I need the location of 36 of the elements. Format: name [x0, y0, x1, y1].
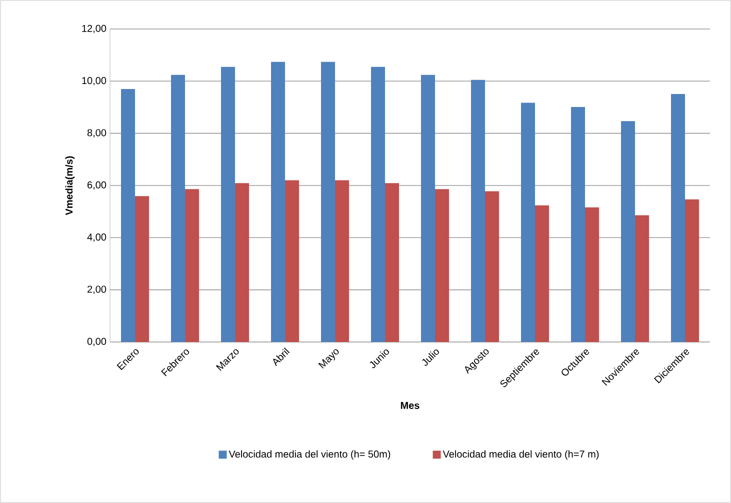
bar [371, 66, 386, 342]
bar [335, 180, 350, 342]
bar [385, 183, 400, 342]
y-tick-label: 2,00 [88, 286, 106, 294]
bar [171, 74, 186, 342]
x-tick-label: Julio [422, 349, 439, 366]
bar [285, 180, 300, 342]
bar [435, 189, 450, 342]
y-tick-label: 12,00 [82, 24, 106, 34]
bar [221, 66, 236, 342]
legend-label: Velocidad media del viento (h=7 m) [442, 450, 599, 460]
bar [471, 80, 486, 342]
bar [635, 215, 649, 342]
y-axis-title: Vmedia(m/s) [65, 156, 75, 216]
bar [521, 102, 535, 342]
y-tick-label: 4,00 [87, 234, 106, 242]
bar [670, 94, 685, 342]
bar [585, 207, 599, 342]
legend-label: Velocidad media del viento (h= 50m) [228, 450, 390, 460]
bar [321, 62, 336, 342]
bar [135, 196, 150, 342]
bar [571, 106, 585, 342]
bar [621, 121, 635, 342]
x-axis-title: Mes [400, 402, 420, 409]
y-tick-label: 10,00 [82, 77, 106, 86]
bar [121, 88, 136, 342]
bar [485, 191, 499, 342]
bar [421, 74, 435, 342]
bar [271, 62, 286, 342]
bar [185, 189, 200, 342]
y-tick-label: 6,00 [88, 181, 106, 190]
bar [685, 199, 699, 342]
bar [535, 205, 549, 342]
bar [235, 183, 250, 342]
y-tick-label: 8,00 [87, 129, 106, 138]
y-tick-label: 0,00 [87, 338, 106, 346]
